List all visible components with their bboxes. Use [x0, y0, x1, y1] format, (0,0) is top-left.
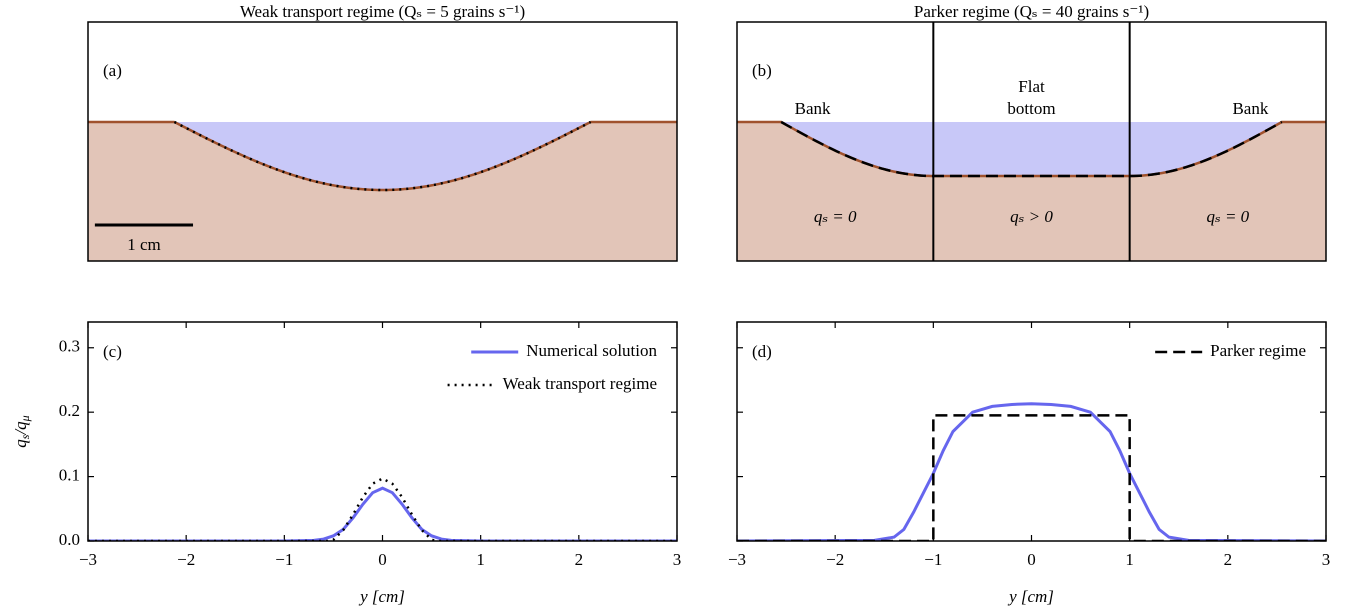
x-axis-label: y [cm]	[358, 587, 405, 606]
zone-flux: qₛ > 0	[1010, 207, 1053, 226]
panel-label: (a)	[103, 61, 122, 80]
x-tick-label: −3	[79, 550, 97, 569]
panel-label: (c)	[103, 342, 122, 361]
x-tick-label: 2	[1224, 550, 1233, 569]
panel-title: Parker regime (Qₛ = 40 grains s⁻¹)	[914, 2, 1149, 21]
x-tick-label: 1	[1125, 550, 1134, 569]
soil	[737, 122, 1326, 261]
scale-bar-label: 1 cm	[127, 235, 161, 254]
x-tick-label: −1	[924, 550, 942, 569]
zone-title: Flat	[1018, 77, 1045, 96]
zone-flux: qₛ = 0	[1206, 207, 1249, 226]
zone-flux: qₛ = 0	[814, 207, 857, 226]
y-tick-label: 0.0	[59, 530, 80, 549]
series-line	[88, 486, 677, 541]
x-tick-label: 3	[673, 550, 682, 569]
x-tick-label: 1	[476, 550, 485, 569]
soil	[88, 122, 677, 261]
x-tick-label: 0	[1027, 550, 1036, 569]
x-tick-label: 0	[378, 550, 387, 569]
series-line	[737, 402, 1326, 541]
panel-title: Weak transport regime (Qₛ = 5 grains s⁻¹…	[240, 2, 525, 21]
model-profile	[780, 120, 1283, 178]
panel-label: (b)	[752, 61, 772, 80]
panel-frame	[87, 21, 678, 262]
model-profile	[173, 120, 592, 192]
x-tick-label: −1	[275, 550, 293, 569]
zone-title: bottom	[1007, 99, 1055, 118]
y-tick-label: 0.1	[59, 465, 80, 484]
x-tick-label: −3	[728, 550, 746, 569]
legend-label: Numerical solution	[526, 341, 657, 360]
x-tick-label: −2	[826, 550, 844, 569]
series-line	[88, 477, 677, 541]
plot-frame	[87, 321, 678, 542]
y-axis-label: qs/qμ	[11, 415, 32, 447]
x-tick-label: 2	[575, 550, 584, 569]
y-axis-label-part: q	[11, 439, 30, 448]
panel-label: (d)	[752, 342, 772, 361]
zone-title: Bank	[1232, 99, 1268, 118]
x-axis-label: y [cm]	[1007, 587, 1054, 606]
zone-title: Bank	[795, 99, 831, 118]
water	[174, 122, 591, 190]
legend-label: Weak transport regime	[503, 374, 657, 393]
x-tick-label: −2	[177, 550, 195, 569]
series-line	[737, 414, 1326, 541]
bed-profile	[88, 120, 677, 192]
y-axis-label-part: μ	[18, 415, 32, 422]
x-tick-label: 3	[1322, 550, 1331, 569]
water	[781, 122, 1282, 176]
y-axis-label-part: s	[18, 434, 32, 439]
panel-frame	[736, 21, 1327, 262]
y-tick-label: 0.2	[59, 401, 80, 420]
plot-frame	[736, 321, 1327, 542]
legend-label: Parker regime	[1210, 341, 1306, 360]
y-tick-label: 0.3	[59, 337, 80, 356]
y-axis-label-part: /q	[11, 421, 30, 436]
